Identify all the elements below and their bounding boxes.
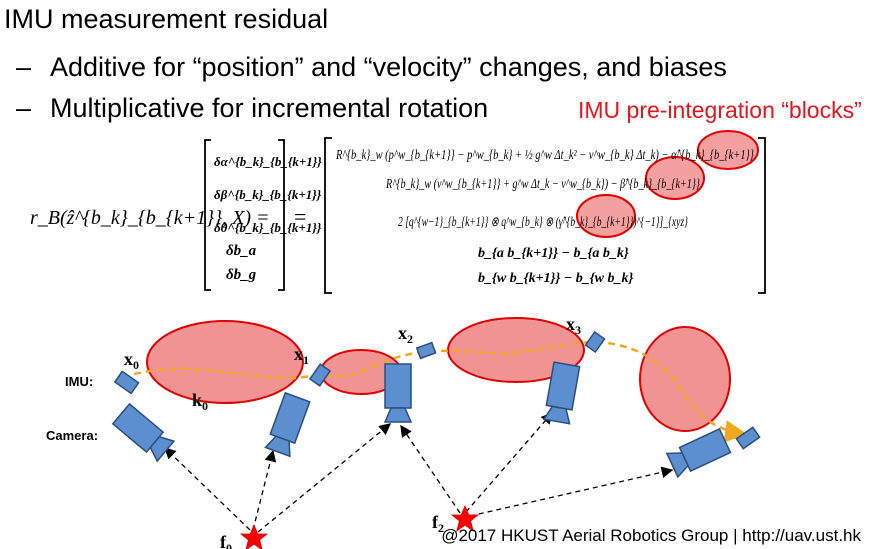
left-vector-bracket-right — [278, 139, 285, 291]
camera-3 — [542, 361, 581, 425]
slide-title: IMU measurement residual — [4, 4, 329, 34]
state-label-x3: x3 — [566, 314, 581, 337]
keyframe-label-k0: k0 — [192, 390, 208, 413]
ray-f2-cam4 — [469, 466, 674, 517]
vector-entry-beta: δβ^{b_k}_{b_{k+1}} — [214, 187, 322, 202]
rhs-row-velocity: R^{b_k}_w (v^w_{b_{k+1}} + g^w Δt_k − v^… — [385, 176, 700, 191]
highlight-gamma-block — [576, 194, 636, 238]
vector-entry-bg: δb_g — [226, 267, 257, 283]
sliding-window-diagram: IMU: Camera: x0 x1 x2 x3 k0 — [46, 314, 761, 549]
vector-entry-ba: δb_a — [226, 243, 257, 259]
camera-0 — [111, 402, 176, 463]
preintegration-blocks-label: IMU pre-integration “blocks” — [578, 97, 862, 123]
rhs-row-gyro-bias: b_{w b_{k+1}} − b_{w b_k} — [478, 271, 634, 286]
bullet-multiplicative: – Multiplicative for incremental rotation — [16, 93, 488, 124]
state-label-x0: x0 — [124, 349, 139, 372]
bullet-multiplicative-text: Multiplicative for incremental rotation — [50, 93, 489, 123]
feature-label-f0: f0 — [220, 532, 232, 549]
imu-row-label: IMU: — [65, 374, 93, 389]
feature-label-f2: f2 — [432, 512, 444, 535]
camera-1 — [264, 391, 311, 458]
camera-row-label: Camera: — [46, 428, 98, 443]
state-label-x2: x2 — [398, 323, 413, 346]
rhs-row-position: R^{b_k}_w (p^w_{b_{k+1}} − p^w_{b_k} + ½… — [335, 147, 754, 162]
preintegration-ellipse-4 — [639, 326, 731, 432]
rhs-row-rotation: 2 [q^{w−1}_{b_{k+1}} ⊗ q^w_{b_k} ⊗ (γ̂^{… — [398, 214, 688, 229]
imu-1 — [308, 363, 332, 387]
highlight-alpha-block — [697, 130, 759, 170]
ray-f2-cam2 — [400, 424, 461, 514]
state-label-x1: x1 — [294, 344, 309, 367]
right-matrix-bracket-left — [324, 137, 332, 294]
bullet-dash: – — [16, 93, 32, 123]
footer-credit: @2017 HKUST Aerial Robotics Group | http… — [441, 526, 861, 545]
imu-0 — [113, 370, 140, 395]
rhs-row-accel-bias: b_{a b_{k+1}} − b_{a b_k} — [478, 246, 629, 261]
imu-3 — [584, 330, 606, 354]
equation-lhs: r_B(ẑ^{b_k}_{b_{k+1}}, X) = — [30, 207, 270, 229]
feature-star-f0 — [240, 524, 268, 549]
camera-2 — [383, 363, 413, 423]
bullet-dash: – — [16, 52, 32, 82]
preintegration-ellipse-1 — [146, 320, 304, 404]
ray-f2-cam3 — [465, 412, 553, 513]
vector-entry-theta: δθ^{b_k}_{b_{k+1}} — [214, 220, 322, 235]
imu-trajectory — [133, 340, 748, 443]
right-matrix-bracket-right — [758, 137, 766, 294]
ray-f0-cam1 — [252, 449, 277, 531]
camera-4 — [665, 427, 732, 479]
imu-2 — [415, 341, 437, 360]
bullet-additive-text: Additive for “position” and “velocity” c… — [50, 52, 727, 82]
equation-equals: = — [294, 204, 306, 229]
residual-equation: r_B(ẑ^{b_k}_{b_{k+1}}, X) = δα^{b_k}_{b_… — [30, 130, 766, 294]
imu-4 — [735, 426, 761, 450]
vector-entry-alpha: δα^{b_k}_{b_{k+1}} — [214, 154, 322, 169]
highlight-beta-block — [645, 156, 705, 200]
ray-f0-cam0 — [164, 447, 251, 531]
ray-f0-cam2 — [257, 423, 392, 533]
bullet-additive: – Additive for “position” and “velocity” … — [16, 52, 727, 83]
left-vector-bracket-left — [204, 139, 211, 291]
